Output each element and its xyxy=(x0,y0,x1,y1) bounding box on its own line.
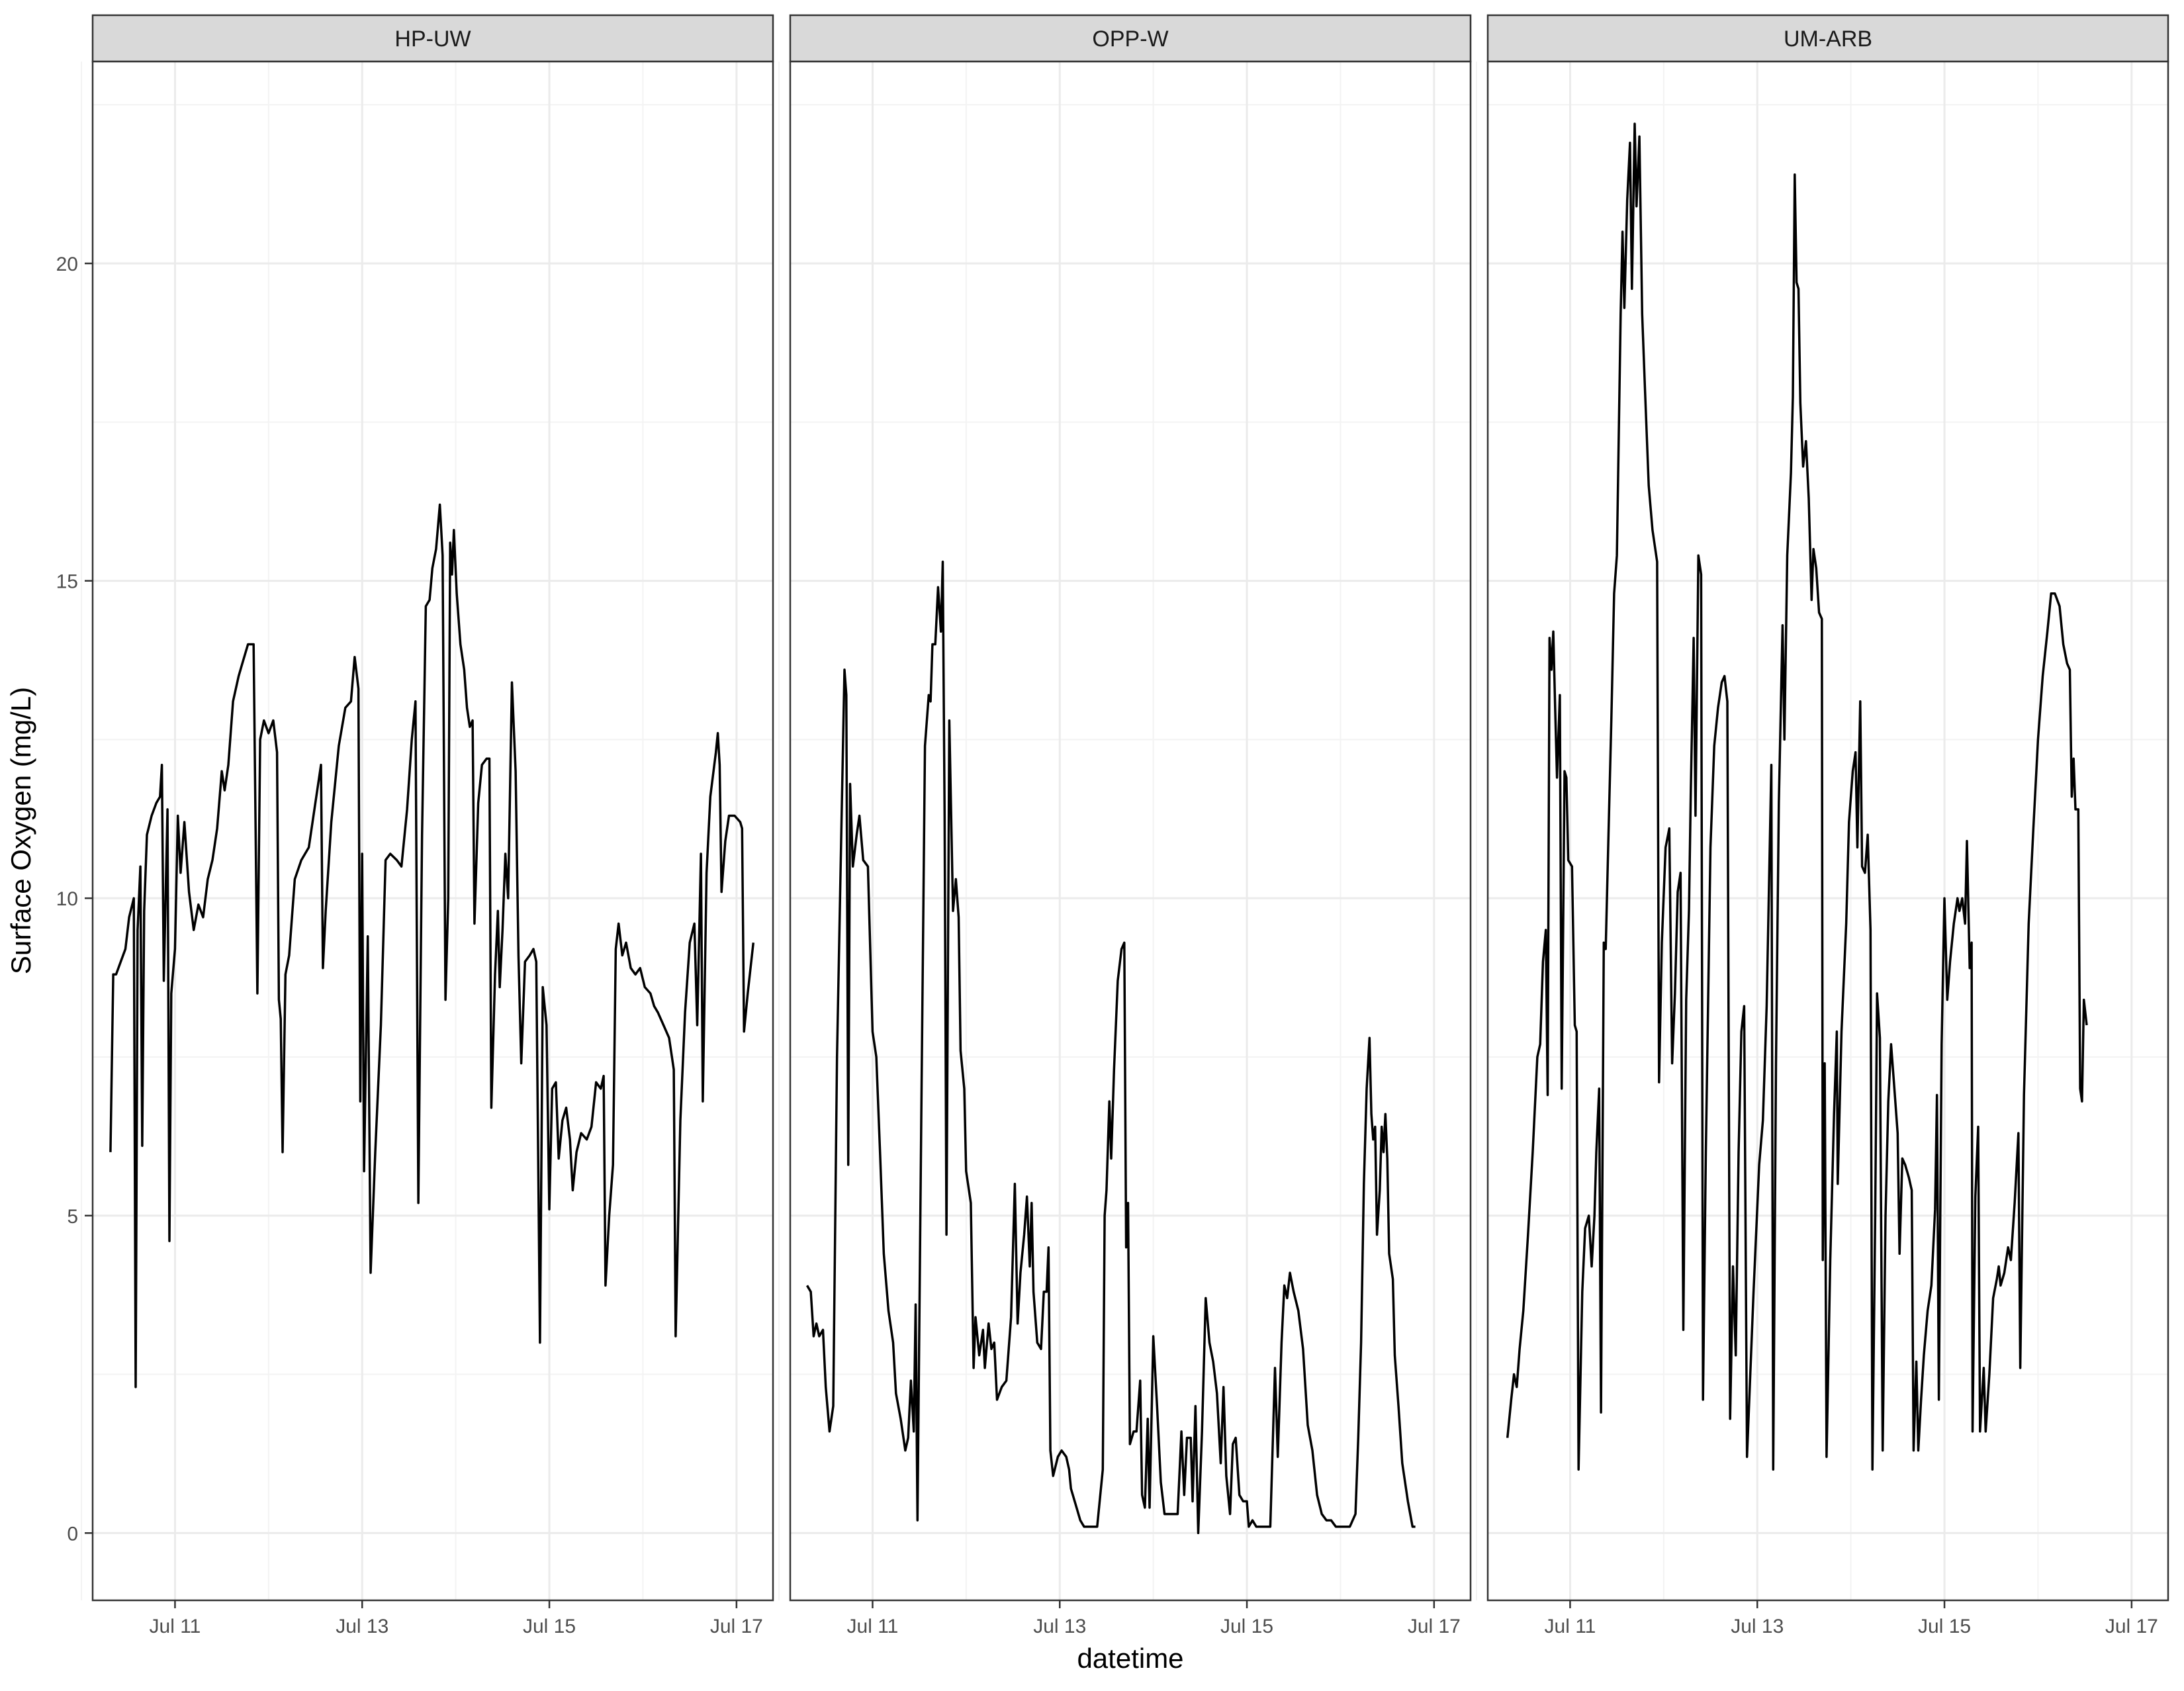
facet-panel-hp-uw: HP-UW Jul 11 Jul 13 Jul 15 Jul 17 xyxy=(81,14,774,1637)
panel-border xyxy=(1486,60,2169,1602)
x-axis-title: datetime xyxy=(1077,1643,1183,1674)
x-tick-label: Jul 11 xyxy=(847,1616,899,1637)
x-tick-label: Jul 15 xyxy=(1220,1616,1273,1637)
y-tick-label: 5 xyxy=(67,1206,78,1228)
x-tick-label: Jul 13 xyxy=(336,1616,388,1637)
facet-strip-label: OPP-W xyxy=(1092,26,1168,52)
y-tick-label: 15 xyxy=(56,571,78,593)
panel-border xyxy=(91,60,774,1602)
facet-panel-um-arb: UM-ARB Jul 11 Jul 13 Jul 15 Jul 17 xyxy=(1476,14,2169,1637)
y-tick-label: 0 xyxy=(67,1523,78,1545)
panel-background xyxy=(790,62,1471,1600)
x-tick-label: Jul 17 xyxy=(1408,1616,1461,1637)
x-tick-label: Jul 15 xyxy=(523,1616,576,1637)
x-tick-label: Jul 17 xyxy=(2105,1616,2158,1637)
x-tick-label: Jul 17 xyxy=(710,1616,763,1637)
facet-strip-label: HP-UW xyxy=(394,26,471,52)
facet-panels: HP-UW Jul 11 Jul 13 Jul 15 Jul 17 OPP-W Jul 11… xyxy=(81,14,2169,1637)
panel-background xyxy=(93,62,773,1600)
x-tick-label: Jul 11 xyxy=(1545,1616,1596,1637)
y-axis: 0 5 10 15 20 xyxy=(56,253,93,1545)
panel-border xyxy=(789,60,1472,1602)
y-tick-label: 20 xyxy=(56,253,78,275)
oxygen-series-line xyxy=(109,503,755,1389)
y-axis-title: Surface Oxygen (mg/L) xyxy=(5,687,36,974)
oxygen-series-line xyxy=(1506,122,2088,1471)
facet-strip xyxy=(1486,14,2169,63)
oxygen-series-line xyxy=(805,561,1416,1535)
x-tick-label: Jul 13 xyxy=(1033,1616,1086,1637)
facet-strip-label: UM-ARB xyxy=(1784,26,1872,52)
facet-strip xyxy=(91,14,774,63)
facet-panel-opp-w: OPP-W Jul 11 Jul 13 Jul 15 Jul 17 xyxy=(778,14,1472,1637)
x-tick-label: Jul 11 xyxy=(150,1616,201,1637)
x-tick-label: Jul 13 xyxy=(1731,1616,1784,1637)
y-tick-label: 10 xyxy=(56,888,78,910)
x-tick-label: Jul 15 xyxy=(1918,1616,1971,1637)
facet-strip xyxy=(789,14,1472,63)
